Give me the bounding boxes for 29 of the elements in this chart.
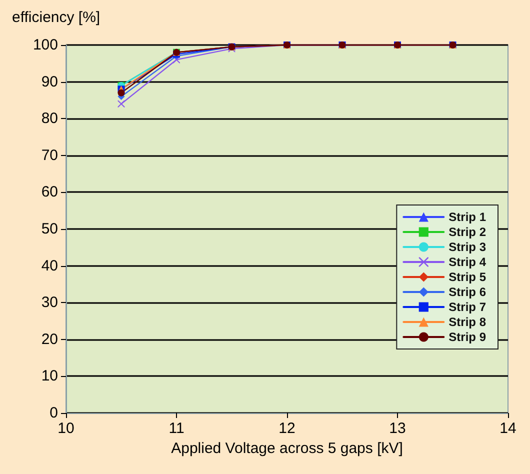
legend-label: Strip 4 xyxy=(448,255,486,269)
point xyxy=(118,89,125,96)
y-tick-label: 70 xyxy=(41,146,58,164)
legend-label: Strip 2 xyxy=(448,225,486,239)
y-tick-label: 90 xyxy=(41,73,58,90)
y-tick-label: 60 xyxy=(41,184,58,201)
x-tick-label: 10 xyxy=(58,420,74,437)
y-tick-label: 50 xyxy=(41,220,58,238)
legend-label: Strip 6 xyxy=(448,285,486,299)
point xyxy=(118,100,125,108)
legend-label: Strip 5 xyxy=(448,270,486,284)
legend-label: Strip 3 xyxy=(448,240,486,254)
x-tick-label: 13 xyxy=(389,420,406,437)
legend-label: Strip 8 xyxy=(448,315,486,329)
legend-label: Strip 9 xyxy=(448,330,486,344)
y-tick-label: 30 xyxy=(41,294,58,312)
y-tick-label: 10 xyxy=(41,368,58,385)
y-tick-label: 20 xyxy=(41,330,58,348)
y-tick-label: 40 xyxy=(41,257,58,274)
y-tick-label: 100 xyxy=(32,36,58,54)
legend-label: Strip 7 xyxy=(448,300,486,314)
x-tick-label: 12 xyxy=(278,420,296,437)
legend-label: Strip 1 xyxy=(448,210,486,224)
x-tick-label: 11 xyxy=(168,420,184,437)
y-tick-label: 80 xyxy=(41,110,58,128)
y-tick-label: 0 xyxy=(50,404,58,422)
y-axis-title: efficiency [%] xyxy=(12,9,100,26)
x-tick-label: 14 xyxy=(500,420,516,437)
x-axis-title: Applied Voltage across 5 gaps [kV] xyxy=(171,440,403,457)
